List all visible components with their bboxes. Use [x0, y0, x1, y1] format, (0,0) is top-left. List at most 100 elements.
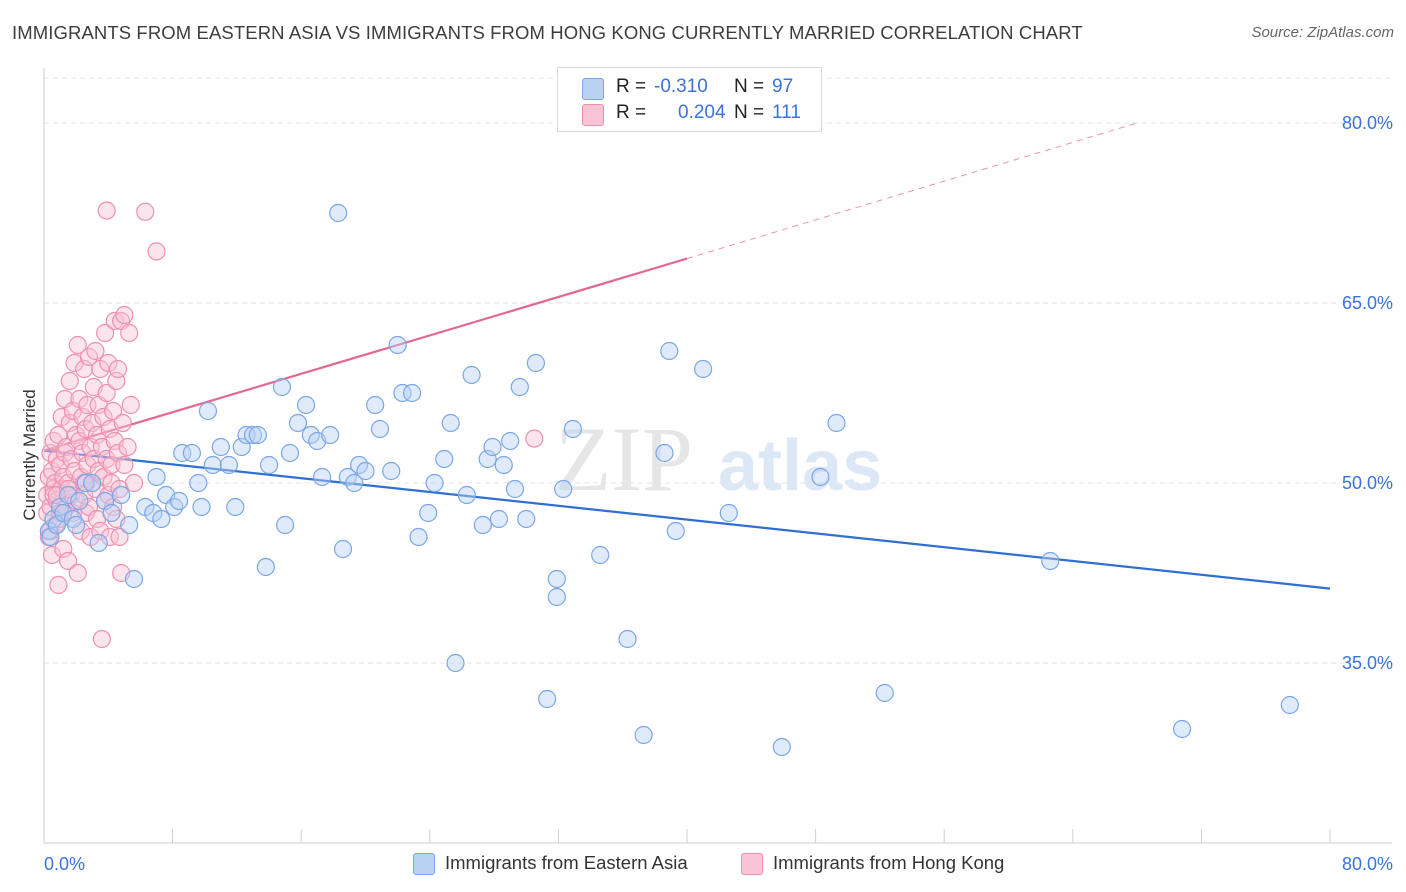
point-hong-kong: [115, 305, 134, 325]
point-eastern-asia: [547, 587, 566, 607]
point-eastern-asia: [345, 473, 364, 493]
series-swatch-pink: [741, 853, 763, 875]
point-eastern-asia: [280, 443, 300, 463]
point-eastern-asia: [457, 485, 476, 505]
point-eastern-asia: [173, 443, 192, 463]
point-eastern-asia: [693, 359, 713, 379]
point-hong-kong: [121, 395, 140, 415]
axes: [43, 68, 1392, 844]
point-hong-kong: [54, 539, 73, 559]
x-tick-label-max: 80.0%: [1342, 854, 1393, 874]
point-eastern-asia: [296, 395, 316, 415]
point-eastern-asia: [165, 497, 184, 517]
series-label: Immigrants from Hong Kong: [773, 852, 1005, 873]
y-tick-label: 35.0%: [1342, 653, 1393, 673]
point-hong-kong: [73, 407, 92, 427]
y-tick-label: 50.0%: [1342, 473, 1393, 493]
point-hong-kong: [147, 242, 166, 261]
point-eastern-asia: [483, 437, 502, 457]
point-eastern-asia: [1280, 695, 1299, 715]
point-eastern-asia: [272, 377, 292, 397]
legend-r-label: R =: [616, 76, 647, 97]
point-hong-kong: [124, 473, 144, 493]
point-eastern-asia: [370, 419, 390, 439]
point-eastern-asia: [312, 467, 332, 487]
point-hong-kong: [59, 551, 78, 571]
point-eastern-asia: [189, 473, 208, 493]
source-note: Source: ZipAtlas.com: [1251, 24, 1394, 41]
point-eastern-asia: [333, 539, 353, 559]
point-eastern-asia: [660, 341, 679, 361]
point-eastern-asia: [494, 455, 513, 475]
grid-lines: [44, 77, 1392, 664]
point-eastern-asia: [59, 485, 78, 505]
point-eastern-asia: [419, 503, 438, 523]
series-legend: Immigrants from Eastern Asia Immigrants …: [0, 852, 1406, 878]
point-eastern-asia: [288, 413, 308, 433]
y-tick-label: 80.0%: [1342, 113, 1393, 133]
point-hong-kong: [120, 323, 139, 343]
point-hong-kong: [115, 455, 134, 475]
point-eastern-asia: [517, 509, 536, 529]
point-hong-kong: [113, 413, 132, 433]
point-eastern-asia: [618, 629, 637, 649]
point-eastern-asia: [243, 425, 263, 445]
point-hong-kong: [108, 359, 128, 379]
point-eastern-asia: [505, 479, 525, 499]
point-eastern-asia: [478, 449, 497, 469]
trend-line-hong-kong: [43, 257, 688, 452]
point-eastern-asia: [321, 425, 340, 445]
point-hong-kong: [136, 202, 155, 221]
point-eastern-asia: [232, 437, 251, 457]
legend-swatch-blue: [582, 78, 604, 100]
point-eastern-asia: [591, 545, 610, 565]
legend-n-value: 97: [772, 76, 794, 97]
watermark: ZIP atlas: [555, 408, 882, 510]
point-hong-kong: [68, 335, 87, 355]
x-tick-label-min: 0.0%: [44, 854, 85, 874]
point-eastern-asia: [211, 437, 230, 457]
legend-n-label: N =: [734, 76, 765, 97]
point-eastern-asia: [147, 467, 166, 487]
point-hong-kong: [104, 401, 123, 421]
point-hong-kong: [92, 629, 111, 649]
series-swatch-blue: [413, 853, 435, 875]
legend-n-label: N =: [734, 102, 765, 123]
point-eastern-asia: [403, 383, 422, 403]
point-eastern-asia: [409, 527, 428, 547]
point-eastern-asia: [547, 569, 566, 589]
point-hong-kong: [59, 479, 78, 499]
point-eastern-asia: [102, 503, 121, 523]
point-eastern-asia: [811, 467, 830, 487]
watermark-atlas: atlas: [718, 426, 882, 506]
point-eastern-asia: [666, 521, 685, 541]
point-hong-kong: [49, 575, 68, 595]
point-eastern-asia: [827, 413, 846, 433]
point-eastern-asia: [70, 491, 89, 511]
point-eastern-asia: [182, 443, 201, 463]
point-eastern-asia: [366, 395, 385, 415]
point-hong-kong: [105, 311, 124, 331]
point-hong-kong: [75, 359, 94, 379]
point-eastern-asia: [203, 455, 222, 475]
point-eastern-asia: [446, 653, 465, 673]
point-eastern-asia: [393, 383, 412, 403]
point-eastern-asia: [719, 503, 738, 523]
y-tick-label: 65.0%: [1342, 293, 1393, 313]
point-eastern-asia: [554, 479, 573, 499]
point-eastern-asia: [441, 413, 460, 433]
point-eastern-asia: [526, 353, 545, 373]
point-eastern-asia: [54, 503, 73, 523]
point-eastern-asia: [563, 419, 582, 439]
point-eastern-asia: [67, 515, 86, 535]
point-eastern-asia: [248, 425, 267, 445]
point-hong-kong: [100, 527, 120, 547]
point-eastern-asia: [276, 515, 295, 535]
point-eastern-asia: [382, 461, 401, 481]
legend-r-value: -0.310: [654, 76, 708, 97]
point-eastern-asia: [226, 497, 245, 517]
legend-r-value: 0.204: [678, 102, 726, 123]
point-eastern-asia: [510, 377, 529, 397]
point-eastern-asia: [112, 485, 131, 505]
